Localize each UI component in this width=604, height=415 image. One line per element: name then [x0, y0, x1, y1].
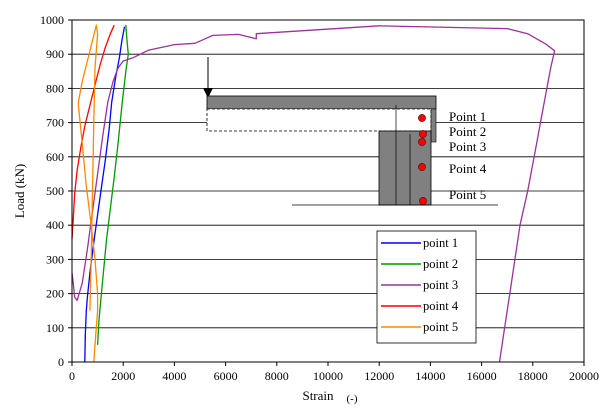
legend-label: point 3: [423, 278, 458, 292]
point-label: Point 1: [449, 109, 486, 124]
series-5-line: [77, 24, 99, 363]
legend-box: [376, 230, 477, 344]
slab-top: [206, 95, 437, 110]
x-tick-label: 0: [69, 369, 75, 383]
x-tick-label: 6000: [214, 369, 238, 383]
legend-label: point 2: [423, 257, 458, 271]
y-tick-label: 100: [46, 321, 64, 335]
series-4-line: [71, 24, 115, 239]
legend-label: point 5: [423, 320, 458, 334]
legend-label: point 1: [423, 236, 458, 250]
x-tick-label: 2000: [111, 369, 135, 383]
y-tick-label: 300: [46, 252, 64, 266]
x-tick-label: 8000: [265, 369, 289, 383]
x-tick-label: 12000: [364, 369, 394, 383]
slab-void: [206, 108, 432, 132]
x-tick-label: 20000: [569, 369, 599, 383]
point-label: Point 2: [449, 124, 486, 139]
legend-label: point 4: [423, 299, 459, 313]
x-axis-label: Strain: [302, 388, 334, 403]
measurement-point: [418, 114, 426, 122]
measurement-point: [419, 197, 427, 205]
x-tick-label: 10000: [313, 369, 343, 383]
y-tick-label: 200: [46, 287, 64, 301]
y-axis-label: Load (kN): [12, 164, 27, 219]
y-tick-label: 900: [46, 47, 64, 61]
x-tick-label: 14000: [415, 369, 445, 383]
point-label: Point 3: [449, 139, 486, 154]
x-axis-unit: (-): [347, 393, 358, 405]
y-tick-label: 600: [46, 150, 64, 164]
series-1-line: [84, 26, 126, 363]
point-label: Point 5: [449, 187, 486, 202]
y-tick-label: 500: [46, 184, 64, 198]
grid-lines: [72, 53, 584, 329]
series-layer: [71, 24, 556, 363]
slab-edge: [430, 108, 437, 143]
x-tick-label: 16000: [467, 369, 497, 383]
y-tick-label: 400: [46, 218, 64, 232]
point-label: Point 4: [449, 161, 487, 176]
x-tick-label: 18000: [518, 369, 548, 383]
y-tick-label: 0: [58, 355, 64, 369]
y-tick-label: 1000: [40, 13, 64, 27]
series-2-line: [96, 25, 129, 345]
x-tick-label: 4000: [162, 369, 186, 383]
measurement-point: [418, 163, 426, 171]
measurement-point: [418, 138, 426, 146]
y-tick-label: 800: [46, 81, 64, 95]
load-arrow-head: [203, 88, 213, 98]
y-tick-label: 700: [46, 116, 64, 130]
measurement-point: [419, 130, 427, 138]
legend: point 1 point 2 point 3 point 4 point 5: [376, 230, 477, 344]
